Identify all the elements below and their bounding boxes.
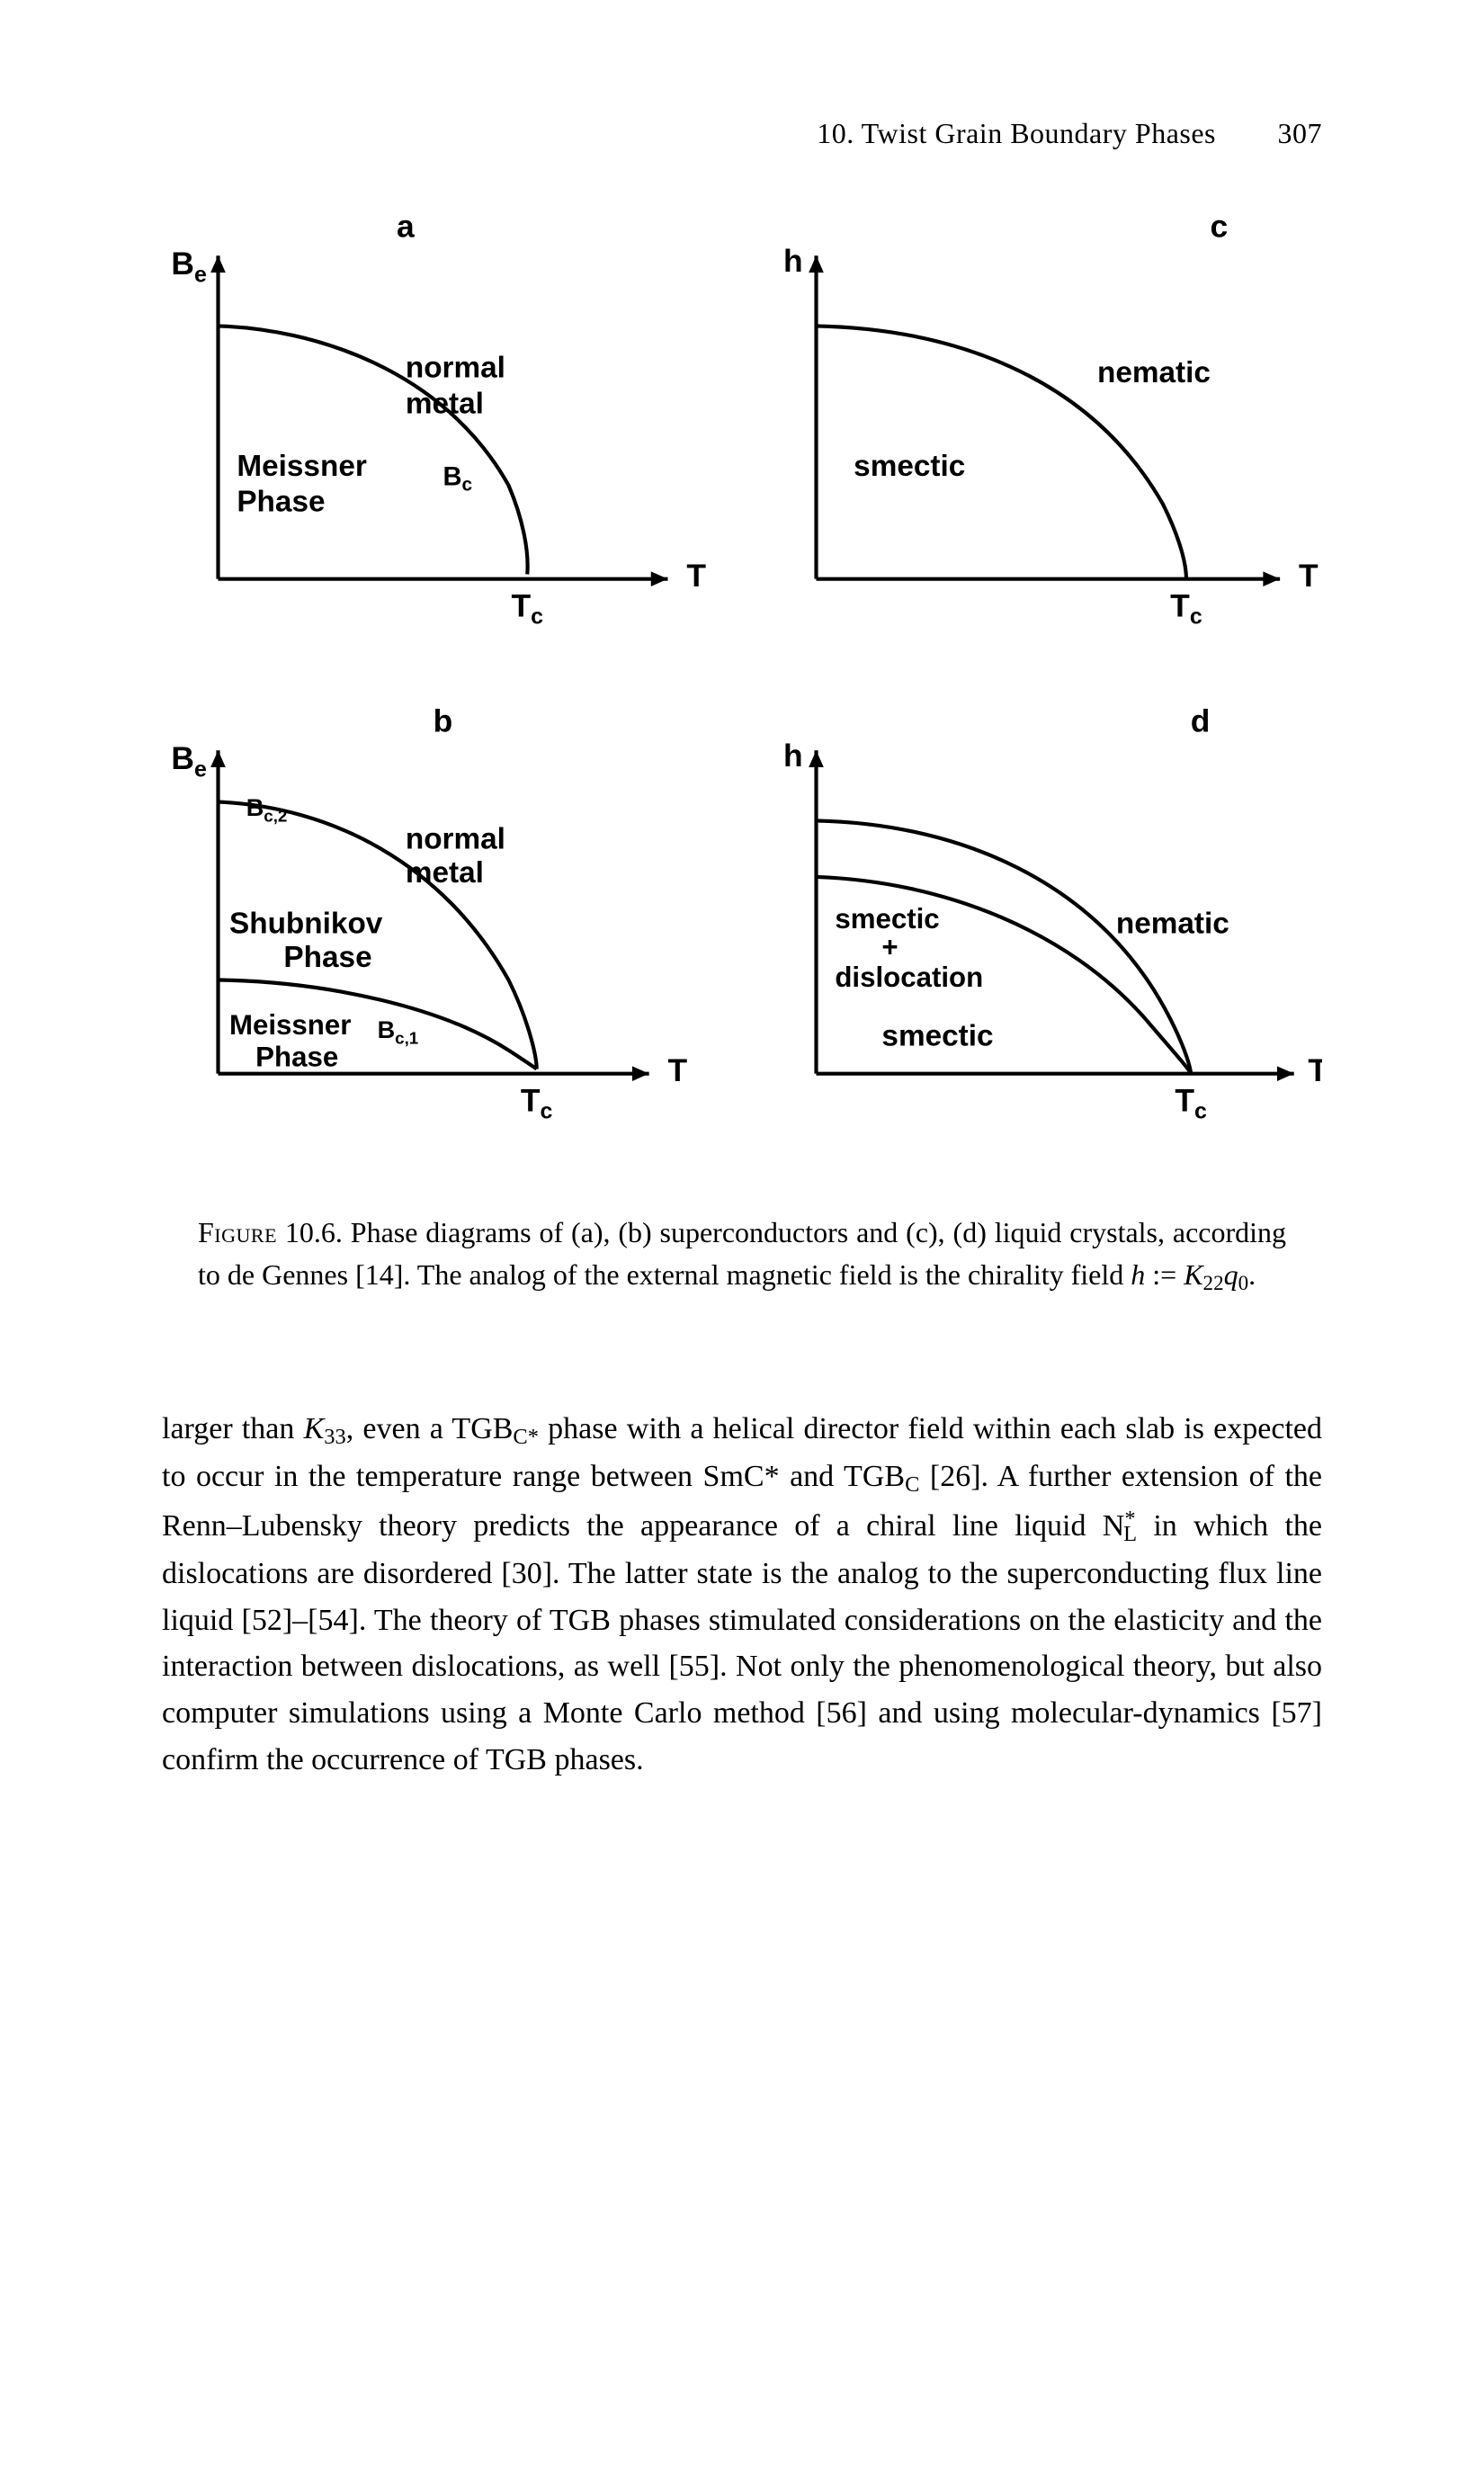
panel-d: d h T Tc nematic smectic+dislocation sme… <box>760 699 1322 1167</box>
x-axis-arrow <box>1277 1066 1294 1081</box>
region-mid: smectic+dislocation <box>835 903 983 993</box>
y-axis-label: h <box>783 243 803 279</box>
body-text-content: larger than K33, even a TGBC* phase with… <box>162 1412 1322 1776</box>
panel-a: a Be T Tc Bc MeissnerPhase normalmetal <box>162 204 724 645</box>
x-axis-label: T <box>1308 1052 1322 1088</box>
caption-lead: Figure <box>198 1216 277 1248</box>
caption-math-rest: := K22q0. <box>1145 1258 1256 1291</box>
x-tick-label: Tc <box>1175 1082 1207 1123</box>
caption-text: Phase diagrams of (a), (b) superconducto… <box>198 1216 1286 1290</box>
y-axis-label: Be <box>171 740 207 782</box>
region-bot: smectic <box>881 1019 993 1052</box>
x-axis-label: T <box>686 558 706 594</box>
y-axis-label: h <box>783 738 803 774</box>
caption-math: h <box>1131 1258 1145 1291</box>
figure-grid: a Be T Tc Bc MeissnerPhase normalmetal <box>162 204 1322 1167</box>
region-inside: MeissnerPhase <box>237 450 367 519</box>
upper-curve <box>817 820 1192 1073</box>
region-top: nematic <box>1116 907 1229 940</box>
region-bot: MeissnerPhase <box>229 1008 351 1071</box>
y-axis-arrow <box>809 255 824 273</box>
panel-d-svg: d h T Tc nematic smectic+dislocation sme… <box>760 699 1322 1167</box>
x-axis-arrow <box>1263 571 1280 586</box>
body-paragraph: larger than K33, even a TGBC* phase with… <box>162 1406 1322 1783</box>
caption-fignum: 10.6. <box>285 1216 351 1248</box>
panel-b-svg: b Be T Tc Bc,2 Bc,1 normalmetal Shubniko… <box>162 699 724 1167</box>
y-axis-arrow <box>210 750 226 767</box>
y-axis-label: Be <box>171 246 207 287</box>
page: 10. Twist Grain Boundary Phases 307 a Be… <box>0 0 1484 2478</box>
chapter-title: 10. Twist Grain Boundary Phases <box>817 117 1216 149</box>
figure-10-6: a Be T Tc Bc MeissnerPhase normalmetal <box>162 204 1322 1298</box>
region-inside: smectic <box>854 450 965 483</box>
figure-caption: Figure 10.6. Phase diagrams of (a), (b) … <box>198 1212 1286 1298</box>
panel-label: a <box>397 208 415 244</box>
region-top: normalmetal <box>406 822 505 889</box>
x-axis-label: T <box>1299 558 1319 594</box>
panel-c: c h T Tc smectic nematic <box>760 204 1322 645</box>
y-axis-arrow <box>210 255 226 273</box>
x-tick-label: Tc <box>1170 587 1202 629</box>
panel-label: c <box>1211 208 1229 244</box>
y-axis-arrow <box>809 750 824 767</box>
region-mid: ShubnikovPhase <box>229 907 383 973</box>
region-outside: normalmetal <box>406 352 505 421</box>
x-tick-label: Tc <box>511 587 543 629</box>
x-axis-label: T <box>667 1052 687 1088</box>
running-header: 10. Twist Grain Boundary Phases 307 <box>162 117 1322 150</box>
lower-curve-label: Bc,1 <box>378 1015 419 1047</box>
x-axis-arrow <box>632 1066 649 1081</box>
x-tick-label: Tc <box>521 1082 553 1123</box>
panel-label: b <box>434 702 453 738</box>
x-axis-arrow <box>651 571 668 586</box>
panel-label: d <box>1191 702 1211 738</box>
curve-label: Bc <box>443 462 473 495</box>
upper-curve-label: Bc,2 <box>246 793 288 825</box>
panel-b: b Be T Tc Bc,2 Bc,1 normalmetal Shubniko… <box>162 699 724 1167</box>
panel-a-svg: a Be T Tc Bc MeissnerPhase normalmetal <box>162 204 724 645</box>
region-outside: nematic <box>1097 356 1211 389</box>
panel-c-svg: c h T Tc smectic nematic <box>760 204 1322 645</box>
page-number: 307 <box>1278 117 1323 150</box>
